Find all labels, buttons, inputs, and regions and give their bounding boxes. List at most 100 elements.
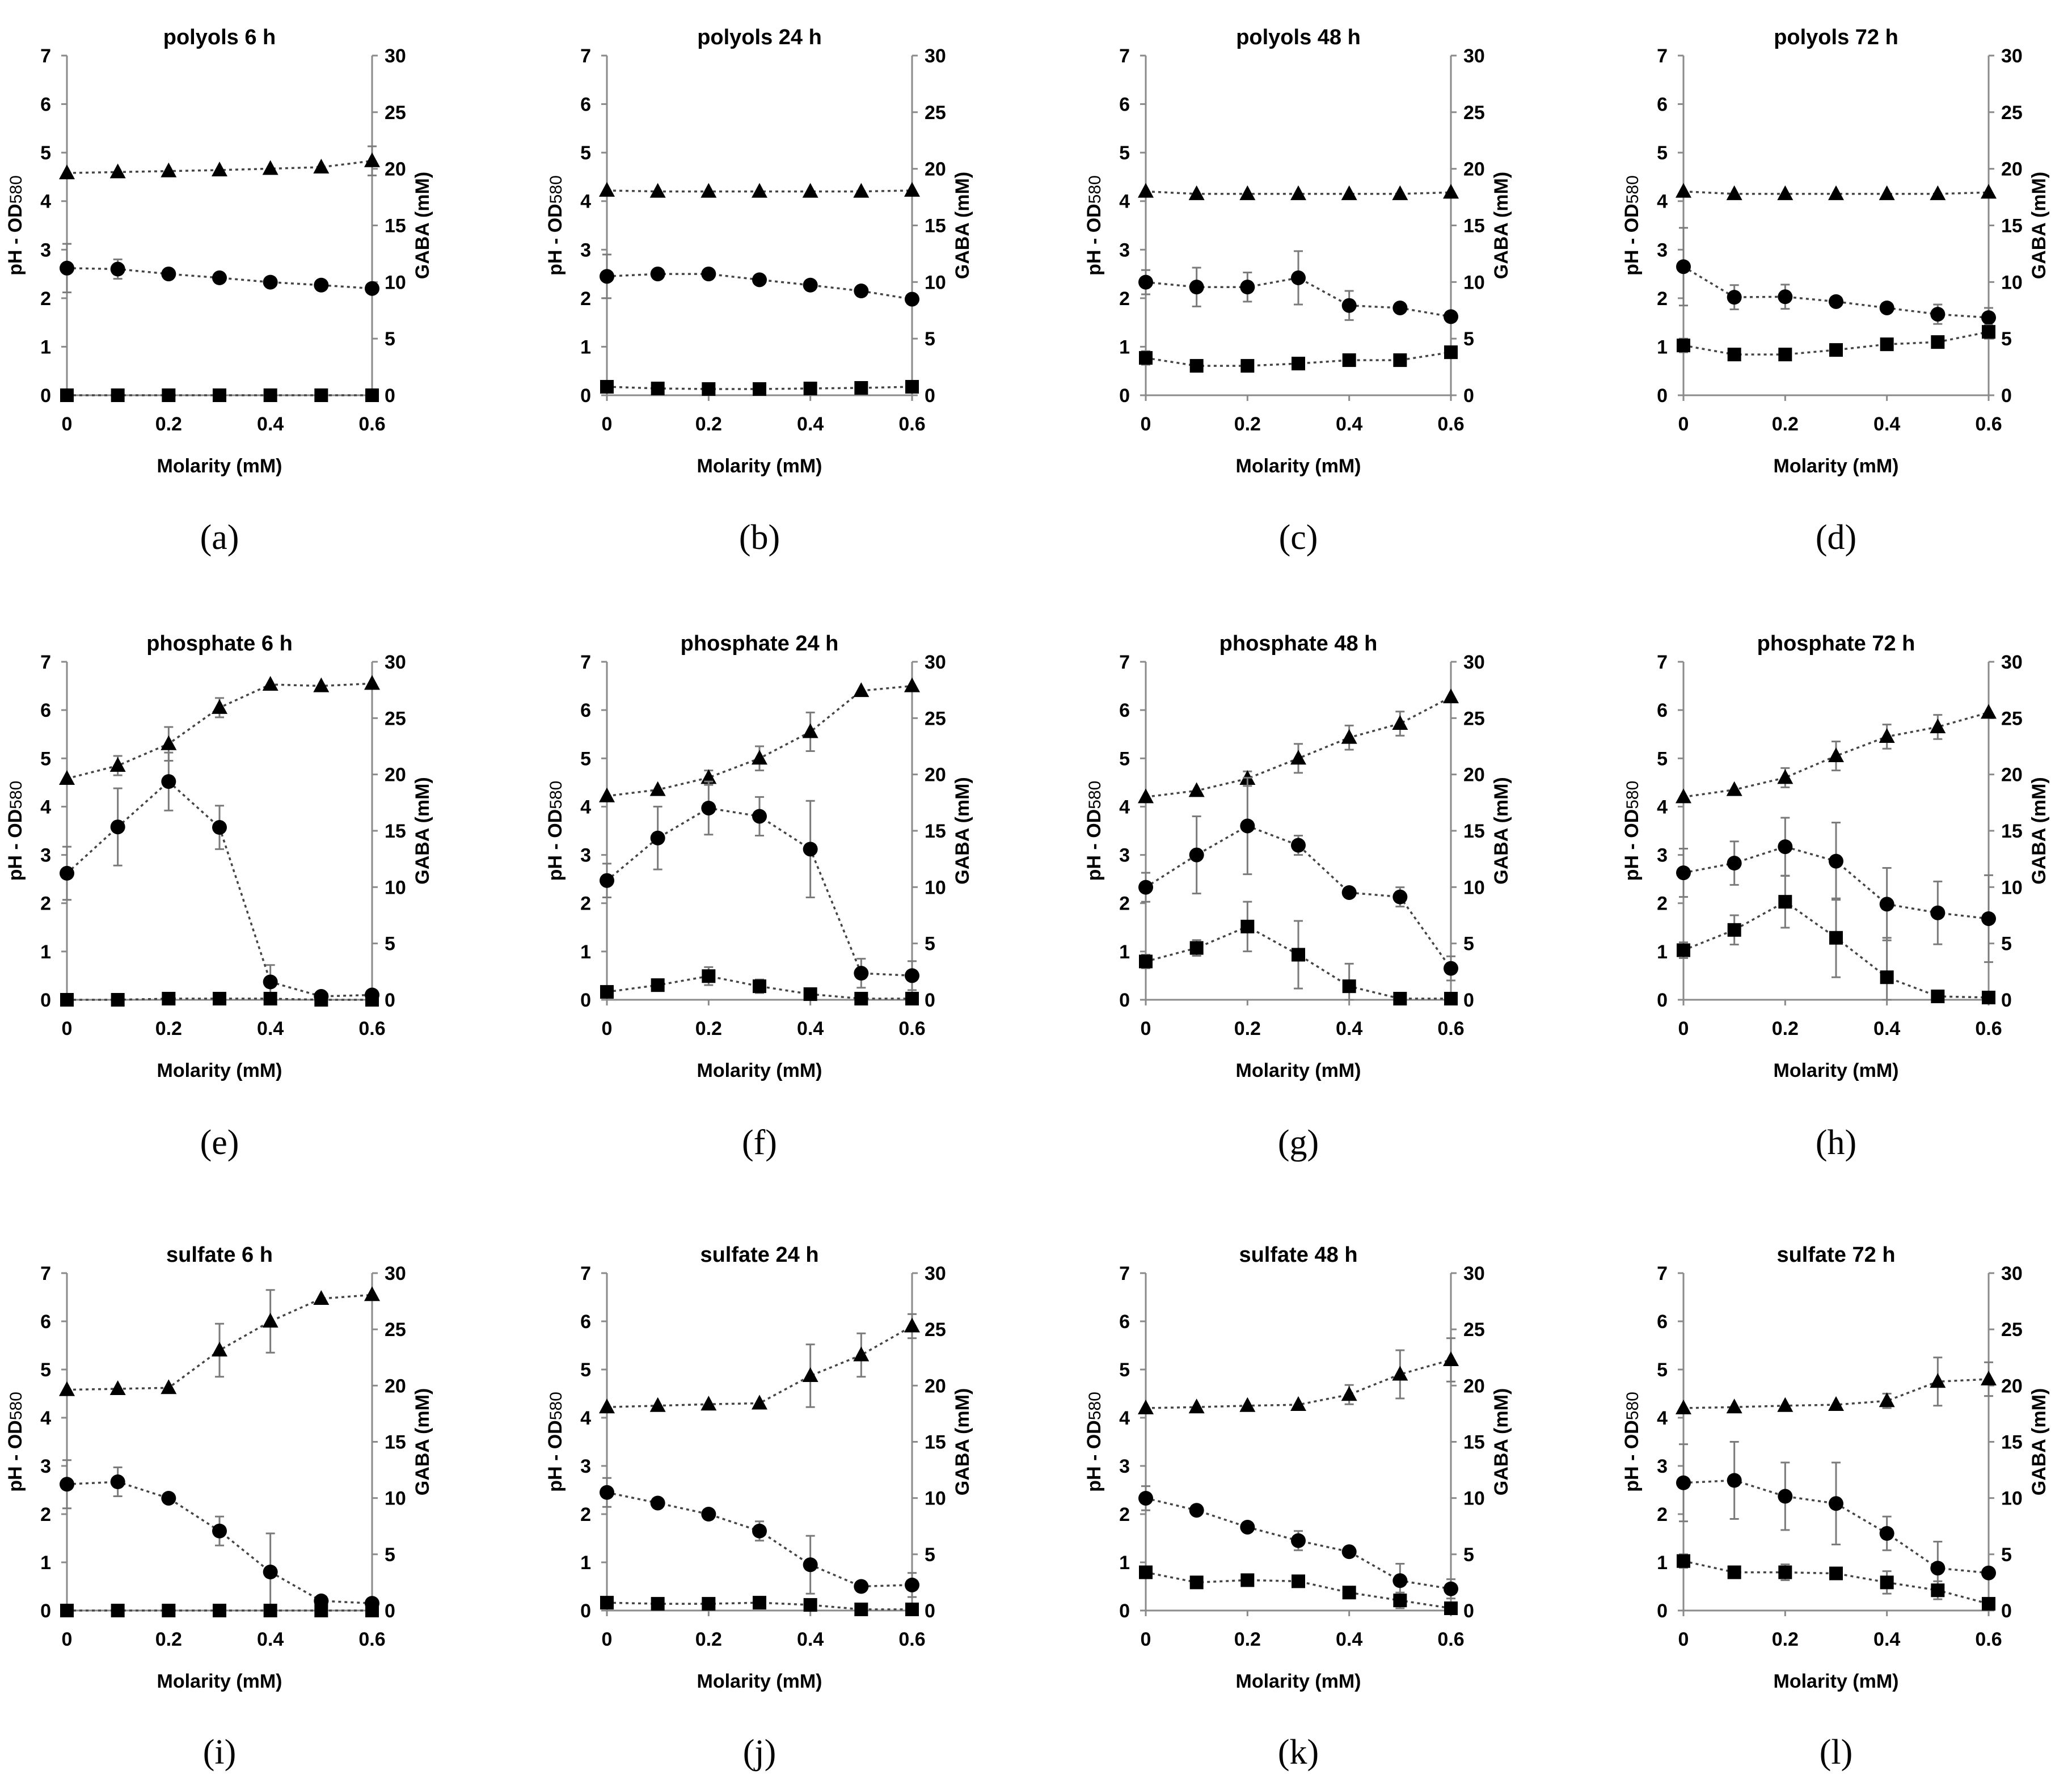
data-point-square [314, 1604, 328, 1617]
y-right-tick-label: 5 [1463, 933, 1474, 955]
data-point-triangle [1290, 185, 1306, 200]
series-ph [1138, 688, 1459, 804]
y-tick-label: 2 [40, 1504, 51, 1525]
data-point-triangle [1828, 747, 1844, 763]
data-point-triangle [161, 162, 177, 177]
y-tick-label: 6 [1657, 1311, 1668, 1333]
data-point-square [263, 388, 277, 402]
data-point-circle [1981, 911, 1996, 926]
y-tick-label: 1 [1657, 336, 1668, 358]
y-right-tick-label: 15 [2001, 821, 2023, 842]
y-axis-label-subscript: 580 [1623, 175, 1642, 204]
data-point-triangle [1138, 788, 1154, 804]
y-tick-label: 4 [1657, 796, 1668, 818]
series-od580 [600, 253, 919, 307]
data-point-square [162, 1604, 176, 1617]
y-right-tick-label: 0 [2001, 385, 2012, 407]
y-right-tick-label: 15 [385, 1432, 406, 1453]
data-point-square [1880, 1575, 1894, 1590]
data-point-triangle [313, 1290, 330, 1305]
y-tick-label: 2 [40, 893, 51, 915]
y-tick-label: 5 [1119, 142, 1130, 164]
data-point-square [365, 993, 379, 1007]
y-right-tick-label: 5 [925, 933, 935, 955]
data-point-square [1139, 351, 1153, 365]
y-tick-label: 7 [1119, 1263, 1130, 1284]
data-point-circle [1727, 856, 1742, 871]
data-point-triangle [1879, 1392, 1895, 1408]
y-axis-label-subscript: 580 [1623, 1392, 1642, 1420]
data-point-circle [803, 842, 818, 857]
x-tick-label: 0.6 [1975, 1018, 2002, 1039]
chart-panel-b: polyols 24 h 0 1 2 3 4 5 6 7 0 5 10 15 20 25 30 0 0.2 0.4 0… [545, 26, 973, 557]
y-tick-label: 2 [1657, 288, 1668, 310]
y-tick-label: 2 [1119, 1504, 1130, 1525]
panel-label: (f) [742, 1123, 777, 1162]
x-tick-label: 0 [62, 1018, 73, 1039]
y-right-tick-label: 20 [925, 1375, 946, 1397]
data-point-circle [650, 830, 665, 846]
data-point-triangle [1341, 1386, 1357, 1401]
series-ph [1138, 183, 1459, 200]
chart-title: sulfate 24 h [700, 1243, 818, 1267]
x-axis-label: Molarity (mM) [1236, 455, 1361, 477]
data-point-square [60, 388, 74, 402]
chart-title: phosphate 48 h [1219, 632, 1378, 656]
y-right-tick-label: 30 [925, 45, 946, 67]
series-ph [1138, 1337, 1459, 1414]
x-tick-label: 0.4 [257, 1629, 284, 1650]
data-point-square [803, 987, 817, 1001]
series-od580 [1138, 1485, 1458, 1600]
y-axis-label-left: pH - OD580 [1083, 1392, 1105, 1492]
data-point-circle [1778, 289, 1793, 305]
data-point-triangle [109, 163, 126, 179]
y-tick-label: 5 [1657, 1359, 1668, 1381]
y-tick-label: 4 [1119, 1408, 1130, 1429]
data-point-triangle [752, 183, 767, 198]
x-tick-label: 0.6 [898, 1018, 925, 1039]
y-tick-label: 4 [580, 1408, 591, 1429]
y-right-tick-label: 15 [385, 821, 406, 842]
chart-panel-c: polyols 48 h 0 1 2 3 4 5 6 7 0 5 10 15 20 25 30 0 0.2 0.4 0… [1083, 26, 1512, 557]
y-right-tick-label: 30 [925, 652, 946, 673]
y-right-tick-label: 10 [2001, 877, 2023, 898]
y-tick-label: 1 [1119, 1552, 1130, 1574]
data-point-circle [1341, 298, 1357, 313]
data-point-triangle [1188, 782, 1205, 797]
data-point-triangle [313, 158, 330, 174]
x-tick-label: 0 [602, 1018, 613, 1039]
y-right-tick-label: 30 [925, 1263, 946, 1284]
y-tick-label: 0 [1119, 990, 1130, 1011]
data-point-square [1292, 357, 1305, 371]
y-axis-label-right: GABA (mM) [412, 777, 433, 885]
y-right-tick-label: 25 [925, 102, 946, 124]
y-right-tick-label: 10 [385, 877, 406, 898]
series-ph [1676, 1356, 1997, 1414]
series-line [606, 684, 913, 797]
chart-title: polyols 6 h [163, 26, 276, 49]
panel-label: (b) [739, 518, 780, 557]
y-tick-label: 4 [40, 1408, 51, 1429]
y-axis-label-text: pH - OD [5, 809, 26, 881]
y-right-tick-label: 0 [385, 385, 395, 407]
data-point-square [1393, 1594, 1407, 1608]
data-point-triangle [1443, 184, 1459, 199]
chart-title: sulfate 6 h [166, 1243, 273, 1267]
panel-label: (d) [1816, 518, 1856, 557]
x-tick-label: 0.2 [155, 413, 182, 435]
y-axis-label-left: pH - OD580 [1083, 781, 1105, 881]
y-right-tick-label: 30 [1463, 1263, 1485, 1284]
data-point-circle [1981, 310, 1996, 326]
data-point-square [651, 382, 665, 396]
y-right-tick-label: 25 [1463, 102, 1485, 124]
data-point-triangle [752, 1394, 767, 1410]
x-tick-label: 0.4 [257, 1018, 284, 1039]
data-point-square [111, 388, 125, 402]
data-point-circle [1930, 1561, 1946, 1576]
y-tick-label: 0 [580, 385, 591, 407]
data-point-square [60, 993, 74, 1007]
data-point-triangle [1726, 1398, 1742, 1414]
x-tick-label: 0.2 [695, 413, 722, 435]
y-tick-label: 5 [1119, 748, 1130, 770]
